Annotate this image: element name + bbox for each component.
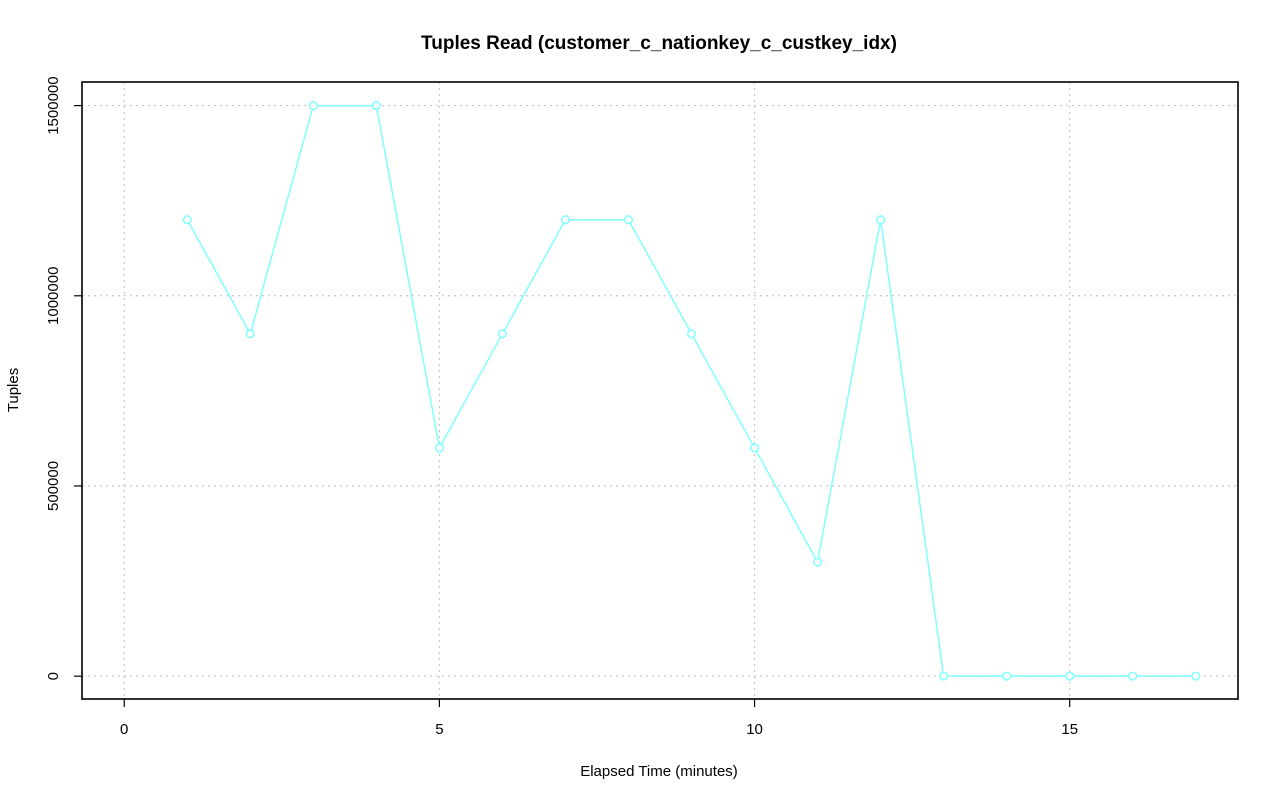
- chart-title: Tuples Read (customer_c_nationkey_c_cust…: [421, 33, 897, 54]
- ticks-layer: 0 5 10 15 0 500000 1000000 1500000: [45, 76, 1078, 738]
- y-tick-label: 0: [45, 672, 62, 680]
- data-point: [876, 215, 886, 225]
- data-point: [749, 443, 760, 453]
- data-point: [245, 329, 255, 339]
- data-point: [1128, 671, 1138, 681]
- y-tick-label: 1000000: [45, 267, 62, 325]
- data-point: [939, 671, 949, 681]
- data-point: [813, 557, 823, 567]
- y-tick-label: 1500000: [45, 76, 62, 134]
- x-tick-label: 0: [120, 721, 128, 738]
- data-point: [182, 215, 192, 225]
- grid-layer: [82, 82, 1238, 699]
- y-axis-label: Tuples: [5, 368, 22, 412]
- data-point: [1065, 671, 1075, 681]
- data-point: [434, 443, 444, 453]
- data-point: [686, 329, 697, 339]
- x-tick-label: 10: [746, 721, 763, 738]
- data-point: [308, 101, 318, 111]
- data-point: [1191, 671, 1201, 681]
- data-point: [1002, 671, 1012, 681]
- data-point: [623, 215, 634, 225]
- x-axis-label: Elapsed Time (minutes): [580, 763, 738, 780]
- plot-frame: [81, 81, 1239, 700]
- y-tick-label: 500000: [45, 461, 62, 511]
- series-line: [186, 104, 1196, 677]
- data-point: [560, 215, 571, 225]
- series-layer: [182, 101, 1201, 681]
- x-tick-label: 15: [1061, 721, 1078, 738]
- x-tick-label: 5: [435, 721, 443, 738]
- data-point: [497, 329, 507, 339]
- data-point: [371, 101, 381, 111]
